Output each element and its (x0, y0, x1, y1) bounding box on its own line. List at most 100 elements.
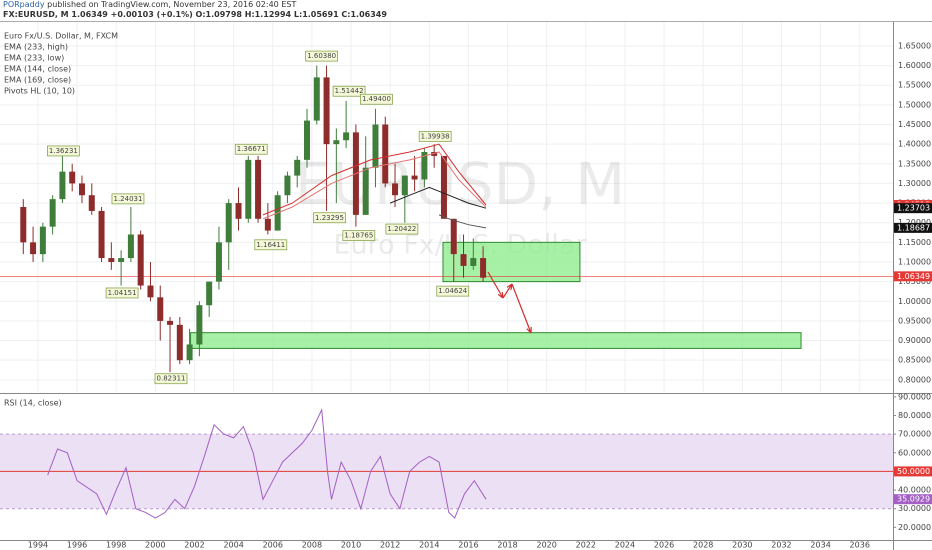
pivot-label: 1.51442 (335, 87, 364, 95)
candle-body (440, 155, 447, 219)
y-tick-label: 1.15000 (898, 238, 931, 247)
pivot-box (360, 93, 393, 105)
candle-body (480, 258, 487, 278)
pivot-box (385, 223, 419, 235)
candle-body (186, 344, 193, 361)
y-tick-label: 40.0000 (898, 486, 931, 495)
y-tick-label: 0.80000 (898, 375, 931, 384)
x-tick-label: 1994 (28, 541, 48, 550)
legend-entry: EMA (169, close) (4, 76, 71, 85)
x-tick-label: 2032 (771, 541, 791, 550)
candle-body (431, 152, 438, 156)
published: published on TradingView.com, November 2… (47, 0, 297, 9)
x-tick-label: 2006 (263, 541, 283, 550)
ema-line (262, 143, 487, 216)
candle-body (392, 183, 399, 196)
rsi-line (47, 408, 487, 519)
candle-body (98, 210, 105, 259)
candle-body (127, 234, 134, 259)
x-tick-label: 2020 (536, 541, 556, 550)
pivot-box (111, 193, 145, 205)
pivot-label: 1.04151 (108, 289, 137, 297)
pivot-label: 1.49400 (362, 95, 391, 103)
chart-title: RSI (14, close) (4, 399, 62, 408)
legend-entry: EMA (233, low) (4, 54, 64, 63)
candle-body (39, 226, 46, 255)
y-tick-label: 30.0000 (898, 504, 931, 513)
pivot-box (105, 287, 139, 299)
x-tick-label: 2014 (419, 541, 439, 550)
price-marker-label: 1.06349 (897, 272, 930, 281)
pivot-box (254, 239, 288, 251)
y-tick-label: 1.35000 (898, 159, 931, 168)
arrow (502, 283, 513, 299)
y-tick-label: 0.90000 (898, 336, 931, 345)
y-tick-label: 0.85000 (898, 356, 931, 365)
legend-entry: EMA (144, close) (4, 65, 71, 74)
y-tick-label: 0.95000 (898, 316, 931, 325)
x-tick-label: 2036 (850, 541, 870, 550)
candle-body (20, 207, 27, 243)
y-tick-label: 1.00000 (898, 297, 931, 306)
candle-body (69, 171, 76, 184)
candle-body (108, 258, 115, 262)
x-tick-label: 2018 (497, 541, 517, 550)
pivot-box (154, 373, 188, 385)
pivot-box (436, 285, 470, 297)
candle-body (88, 195, 95, 211)
candle-body (411, 175, 418, 180)
pivot-box (332, 85, 366, 97)
rsi-marker-label: 35.0929 (897, 495, 930, 504)
y-tick-label: 1.30000 (898, 179, 931, 188)
candle-body (157, 297, 164, 321)
price-marker (894, 222, 932, 233)
candle-body (215, 242, 222, 282)
candle-body (284, 175, 291, 196)
candle-body (78, 183, 85, 196)
y-tick-label: 1.10000 (898, 257, 931, 266)
x-tick-label: 2024 (615, 541, 635, 550)
midline-marker (894, 466, 932, 477)
y-tick-label: 90.0000 (898, 392, 931, 401)
candle-body (372, 124, 379, 168)
price-marker (894, 203, 932, 214)
x-tick-label: 2008 (302, 541, 322, 550)
pivot-box (418, 131, 452, 142)
pivot-label: 0.82311 (157, 375, 186, 383)
candle-body (450, 218, 457, 255)
y-tick-label: 1.05000 (898, 277, 931, 286)
ema-line (262, 151, 487, 220)
ema-line (389, 186, 487, 209)
candle-body (255, 159, 262, 219)
pivot-label: 1.18765 (344, 232, 373, 240)
author[interactable]: PORpaddy (3, 0, 45, 9)
arrow (511, 283, 532, 334)
watermark: EURUSD, M (295, 150, 625, 218)
x-tick-label: 1996 (67, 541, 87, 550)
ema-line (438, 214, 487, 229)
x-tick-label: 2010 (341, 541, 361, 550)
candle-body (225, 203, 232, 243)
y-tick-label: 60.0000 (898, 448, 931, 457)
pivot-box (342, 230, 376, 241)
header: PORpaddy published on TradingView.com, N… (0, 0, 932, 21)
pivot-label: 1.39938 (421, 132, 450, 140)
x-tick-label: 2002 (184, 541, 204, 550)
y-tick-label: 1.20000 (898, 218, 931, 227)
price-marker (894, 271, 932, 282)
y-tick-label: 70.0000 (898, 430, 931, 439)
arrow (487, 271, 504, 299)
y-tick-label: 1.45000 (898, 120, 931, 129)
pivot-label: 1.24031 (113, 195, 142, 203)
candle-body (303, 120, 310, 160)
x-tick-label: 2012 (380, 541, 400, 550)
pivot-label: 1.20422 (387, 225, 416, 233)
candle-body (382, 124, 389, 184)
candle-body (294, 159, 301, 176)
x-tick-label: 2022 (576, 541, 596, 550)
candle-body (460, 254, 467, 266)
rsi-marker (894, 494, 932, 505)
zone (190, 332, 802, 349)
